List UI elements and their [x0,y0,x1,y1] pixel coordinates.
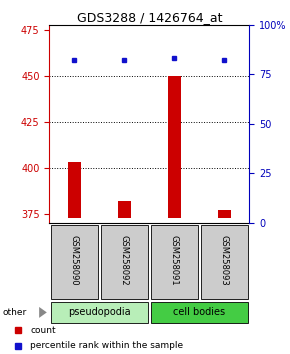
Bar [151,302,248,323]
Bar [168,76,181,217]
Text: cell bodies: cell bodies [173,307,225,317]
Text: GSM258091: GSM258091 [170,235,179,285]
Text: percentile rank within the sample: percentile rank within the sample [30,342,183,350]
Bar [51,224,98,299]
Bar [218,210,231,217]
Bar [68,162,81,217]
Bar [101,224,148,299]
Bar [118,201,130,217]
Polygon shape [39,307,47,318]
Bar [201,224,248,299]
Bar [51,302,148,323]
Text: GSM258092: GSM258092 [120,235,129,285]
Text: other: other [3,308,27,317]
Text: count: count [30,326,56,335]
Text: GSM258090: GSM258090 [70,235,79,285]
Text: pseudopodia: pseudopodia [68,307,130,317]
Bar [151,224,198,299]
Text: GSM258093: GSM258093 [220,235,229,285]
Title: GDS3288 / 1426764_at: GDS3288 / 1426764_at [77,11,222,24]
